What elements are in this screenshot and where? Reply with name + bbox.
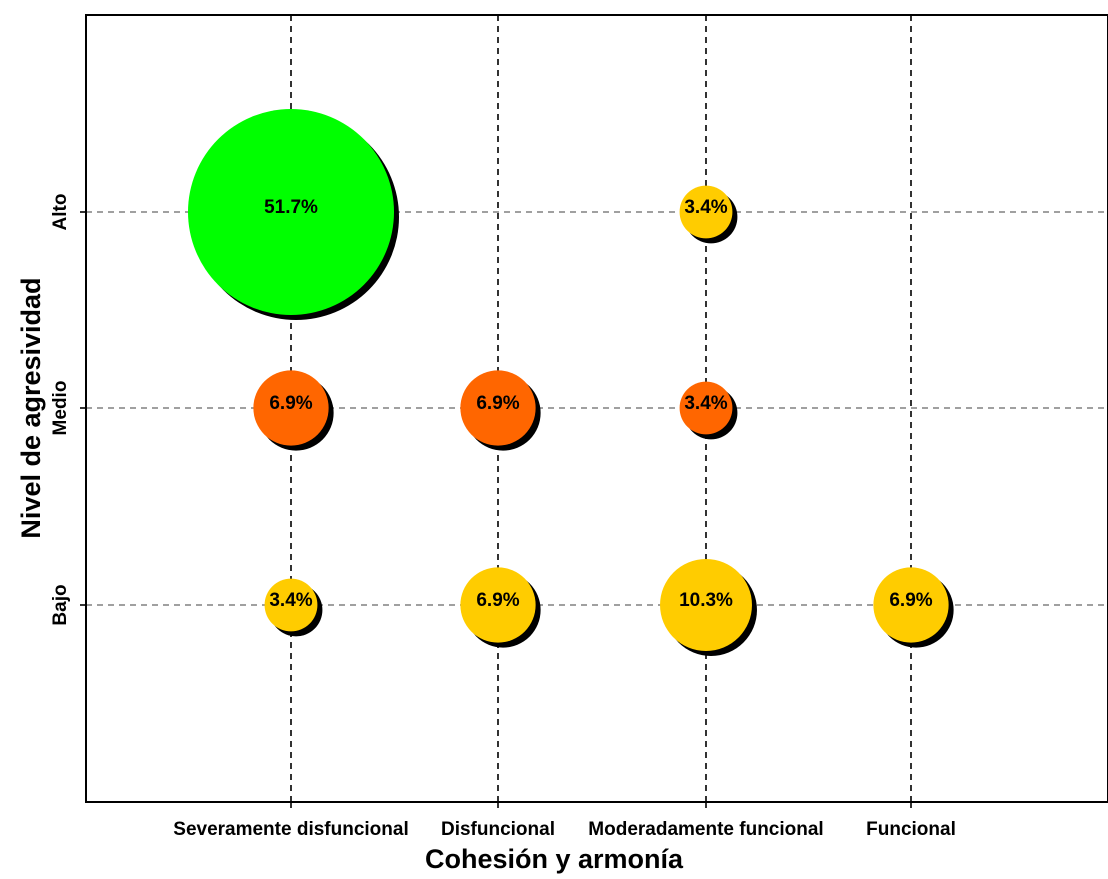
bubble: 3.4%: [264, 578, 323, 637]
bubble-circle: [679, 381, 733, 435]
bubble-circle: [253, 370, 329, 446]
bubble-circle: [460, 370, 536, 446]
bubble: 3.4%: [679, 185, 738, 244]
bubble-circle: [188, 109, 394, 315]
bubble-label: 10.3%: [679, 590, 733, 611]
x-tick-label: Moderadamente funcional: [588, 819, 823, 840]
bubble-label: 3.4%: [269, 590, 312, 611]
tick-labels: Severamente disfuncional Disfuncional Mode…: [50, 194, 956, 840]
bubble-label: 6.9%: [476, 590, 519, 611]
tick-marks: [80, 211, 912, 808]
bubble-circle: [660, 559, 752, 651]
bubble-label: 51.7%: [264, 197, 318, 218]
bubble: 6.9%: [460, 567, 541, 648]
bubble-label: 3.4%: [684, 393, 727, 414]
x-tick-label: Severamente disfuncional: [173, 819, 408, 840]
y-axis-title: Nivel de agresividad: [16, 277, 46, 538]
x-tick-label: Funcional: [866, 819, 956, 840]
bubble: 3.4%: [679, 381, 738, 440]
bubble-circle: [873, 567, 949, 643]
bubble: 6.9%: [253, 370, 334, 451]
bubble-layer: 51.7% 3.4% 6.9% 6.9% 3.4% 3.4% 6.9% 10.3% 6.9%: [188, 109, 954, 656]
y-tick-label: Bajo: [50, 584, 71, 625]
bubble: 6.9%: [873, 567, 954, 648]
bubble-label: 6.9%: [269, 393, 312, 414]
bubble-label: 6.9%: [889, 590, 932, 611]
y-tick-label: Medio: [50, 381, 71, 436]
x-tick-label: Disfuncional: [441, 819, 555, 840]
bubble-label: 6.9%: [476, 393, 519, 414]
bubble: 51.7%: [188, 109, 399, 320]
bubble-circle: [264, 578, 318, 632]
bubble: 6.9%: [460, 370, 541, 451]
bubble-label: 3.4%: [684, 197, 727, 218]
bubble: 10.3%: [660, 559, 757, 656]
bubble-circle: [679, 185, 733, 239]
x-axis-title: Cohesión y armonía: [425, 844, 684, 874]
bubble-circle: [460, 567, 536, 643]
y-tick-label: Alto: [50, 194, 71, 231]
